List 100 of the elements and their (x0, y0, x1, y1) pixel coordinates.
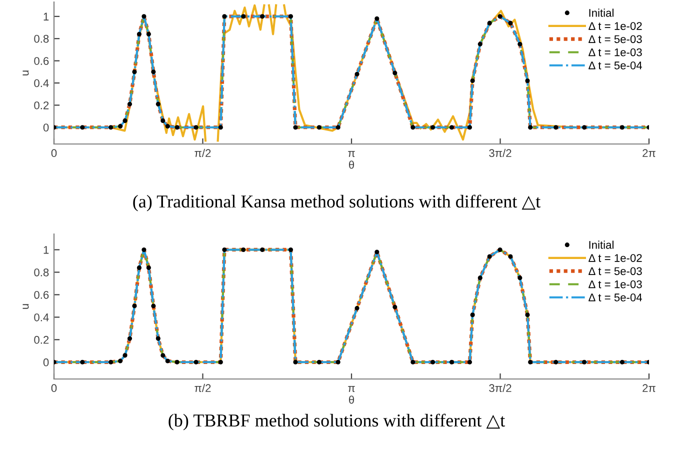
point (410, 360, 416, 364)
point (127, 102, 132, 106)
y-tick-label: 0.4 (34, 313, 49, 322)
y-tick-label: 1 (44, 12, 49, 20)
y-tick-label: 0 (43, 124, 49, 132)
y-tick-label: 0.4 (34, 79, 49, 88)
y-axis-title: u (22, 70, 29, 76)
point (554, 125, 558, 130)
point (142, 14, 146, 19)
point (118, 358, 123, 364)
point (218, 360, 223, 364)
x-tick-label: 0 (51, 149, 57, 158)
legend-label: Initial (589, 8, 614, 17)
point (410, 125, 416, 130)
point (525, 78, 530, 84)
point (80, 360, 85, 364)
point (132, 70, 137, 74)
point (354, 306, 360, 310)
x-tick-label: 2π (642, 149, 656, 158)
point (288, 14, 294, 19)
point (374, 250, 380, 254)
y-tick-label: 0.2 (34, 336, 49, 344)
point (160, 353, 166, 358)
point (156, 336, 160, 341)
point (582, 360, 587, 364)
point (430, 360, 436, 364)
point (470, 78, 475, 84)
point (336, 360, 340, 364)
point (118, 124, 123, 129)
legend-label: Δ t = 5e-04 (588, 294, 642, 302)
y-tick-label: 0.8 (34, 34, 49, 43)
point (122, 353, 128, 358)
point (108, 360, 114, 364)
point (293, 360, 298, 364)
point (136, 32, 142, 36)
x-tick-label: 0 (51, 384, 57, 392)
point (470, 312, 475, 318)
x-tick-label: 3π/2 (489, 148, 512, 158)
point (241, 14, 246, 19)
legend-label: Δ t = 5e-03 (588, 267, 642, 276)
point (449, 125, 454, 130)
point (132, 304, 137, 308)
point (260, 247, 265, 252)
legend-label: Δ t = 5e-04 (588, 62, 642, 70)
point (554, 360, 558, 364)
legend-label: Initial (589, 240, 614, 249)
point (174, 125, 180, 130)
point (467, 360, 472, 364)
point (508, 20, 513, 26)
y-tick-label: 0.6 (34, 290, 49, 299)
y-axis-title: u (22, 304, 29, 309)
point (127, 336, 132, 341)
legend-label: Δ t = 1e-03 (588, 280, 642, 288)
point (518, 276, 522, 280)
point (160, 118, 166, 123)
y-tick-label: 0.2 (34, 101, 49, 110)
point (478, 276, 482, 280)
text: (a) Traditional Kansa method solutions with different △t (133, 194, 541, 212)
x-tick-label: 3π/2 (489, 384, 512, 392)
point (108, 125, 114, 130)
point (392, 304, 398, 310)
point (620, 360, 624, 364)
legend-label: Δ t = 1e-02 (588, 22, 642, 30)
point (174, 360, 180, 364)
point (528, 125, 533, 130)
point (498, 14, 502, 19)
point (316, 360, 322, 364)
x-tick-label: π/2 (194, 384, 211, 392)
x-tick-label: 2π (642, 384, 656, 392)
point (336, 125, 340, 130)
point (518, 42, 522, 46)
point (142, 247, 146, 252)
point (146, 265, 151, 270)
point (487, 254, 492, 259)
point (487, 20, 492, 26)
point (218, 125, 223, 130)
point (525, 312, 530, 318)
point (467, 125, 472, 130)
point (508, 254, 513, 259)
y-tick-label: 0.8 (34, 268, 49, 276)
point (354, 72, 360, 76)
point (288, 247, 294, 252)
point (194, 125, 198, 130)
point (222, 247, 227, 252)
point (165, 124, 170, 129)
point (165, 358, 170, 364)
point (241, 247, 246, 252)
point (498, 247, 502, 252)
point (449, 360, 454, 364)
y-tick-label: 0 (43, 358, 49, 366)
point (146, 32, 151, 36)
point (374, 16, 380, 21)
point (260, 14, 265, 19)
x-tick-label: π (348, 151, 355, 158)
y-tick-label: 0.6 (34, 57, 49, 65)
point (122, 118, 128, 123)
x-axis-title: θ (348, 160, 354, 169)
point (151, 70, 156, 74)
point (478, 42, 482, 46)
x-axis-title: θ (348, 396, 354, 404)
